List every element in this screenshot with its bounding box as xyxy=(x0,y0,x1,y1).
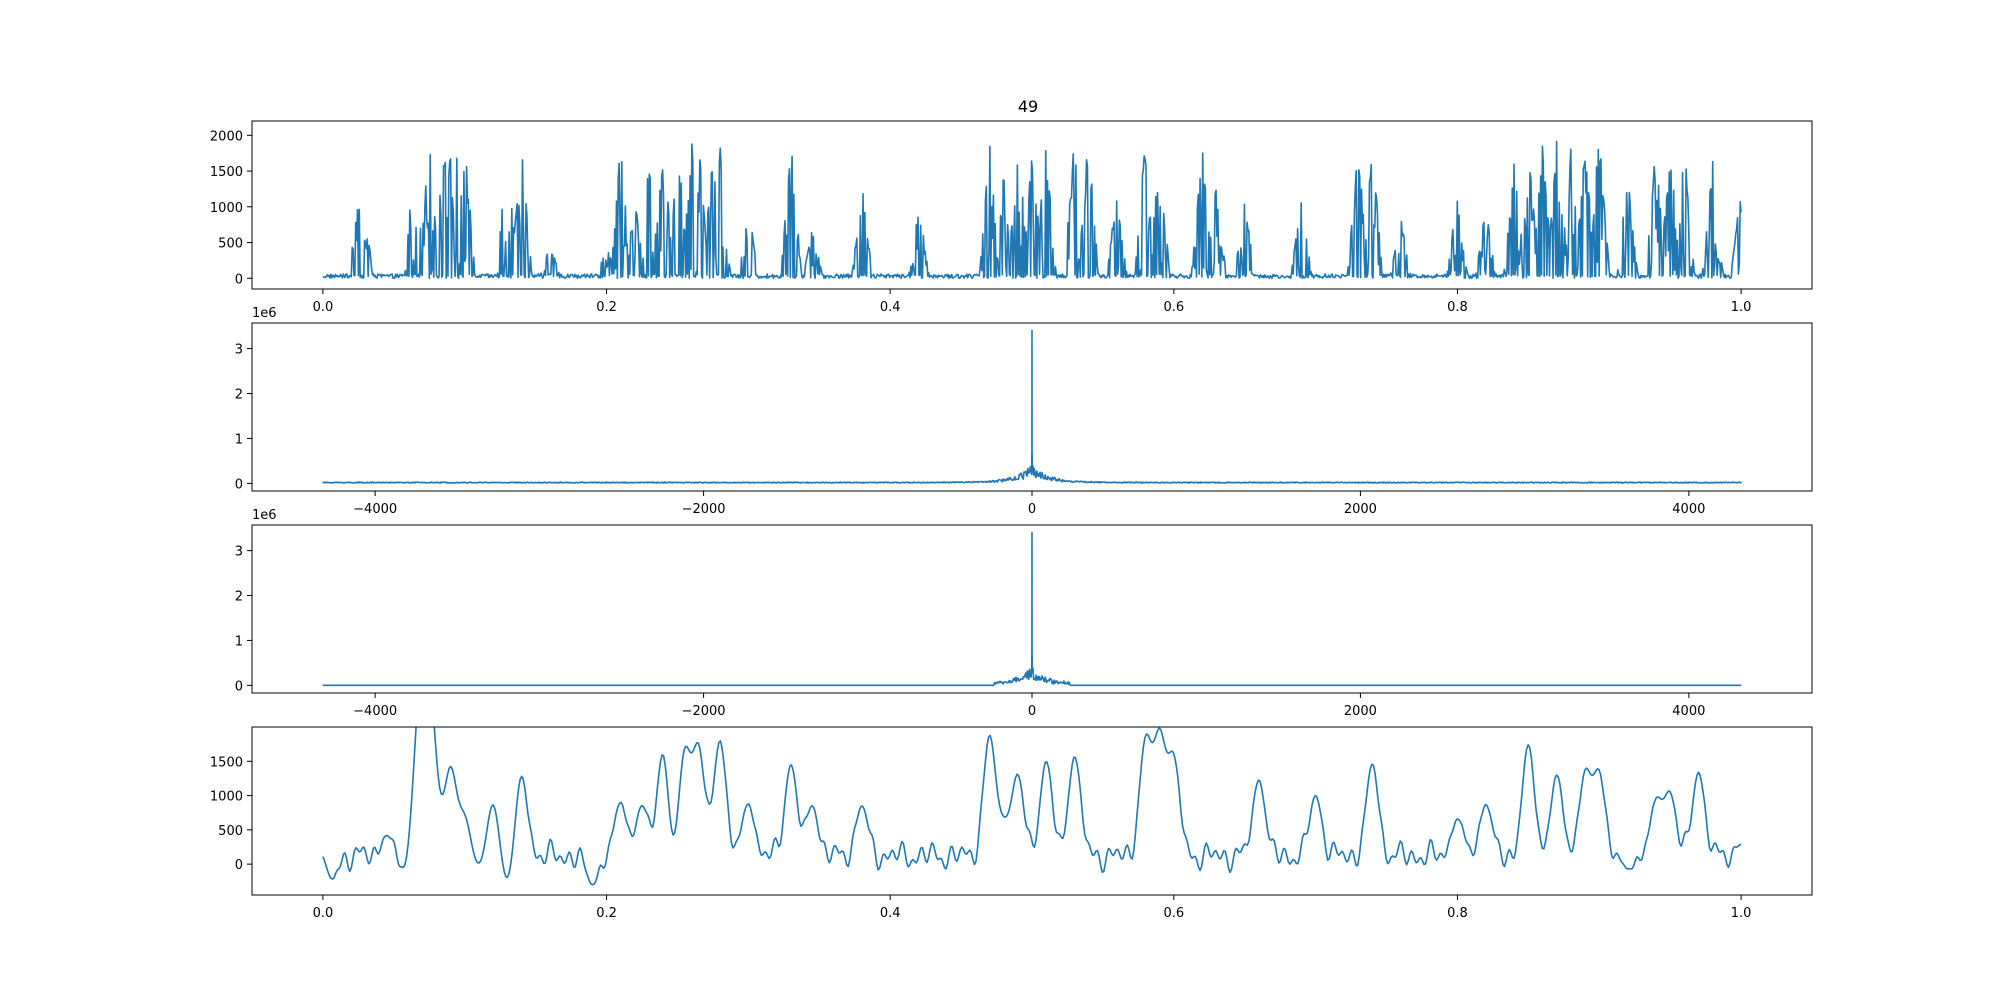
x-tick-label: −4000 xyxy=(353,502,397,517)
axes-frame xyxy=(251,726,1813,896)
y-tick-label: 0 xyxy=(235,477,243,492)
x-tick-label: 0.4 xyxy=(880,300,901,315)
y-tick-label: 1 xyxy=(235,432,243,447)
x-tick-label: 0.2 xyxy=(596,906,617,921)
y-offset-label: 1e6 xyxy=(252,508,277,523)
x-tick-label: 0.0 xyxy=(313,906,334,921)
y-tick-label: 1 xyxy=(235,634,243,649)
axes-frame xyxy=(251,120,1813,290)
y-tick-label: 1500 xyxy=(210,755,243,770)
x-tick-label: 0.0 xyxy=(313,300,334,315)
x-tick-label: 0 xyxy=(1028,502,1036,517)
subplot-1: 0.0 0.2 0.4 0.6 0.8 1.0 0 500 1000 1500 2000 xyxy=(210,120,1813,315)
subplot-grid: 0.0 0.2 0.4 0.6 0.8 1.00500100015002000−4000−… xyxy=(210,120,1813,921)
y-tick-label: 1000 xyxy=(210,201,243,216)
y-tick-label: 500 xyxy=(218,237,243,252)
y-offset-label: 1e6 xyxy=(252,306,277,321)
y-tick-label: 0 xyxy=(235,272,243,287)
x-tick-label: 4000 xyxy=(1672,502,1705,517)
y-tick-label: 1500 xyxy=(210,165,243,180)
x-tick-label: 1.0 xyxy=(1731,906,1752,921)
subplot-2: −4000 −2000 0 2000 4000 0 1 2 3 1e6 xyxy=(235,306,1813,517)
data-line-series xyxy=(322,727,1742,886)
x-tick-label: 4000 xyxy=(1672,704,1705,719)
x-tick-label: 0.8 xyxy=(1447,300,1468,315)
figure-title: 49 xyxy=(1018,97,1038,116)
y-tick-label: 500 xyxy=(218,824,243,839)
y-tick-label: 2000 xyxy=(210,129,243,144)
y-tick-label: 3 xyxy=(235,343,243,358)
subplot-4: 0.0 0.2 0.4 0.6 0.8 1.0 0 500 1000 1500 xyxy=(210,726,1813,921)
x-tick-label: 0.2 xyxy=(596,300,617,315)
y-tick-label: 2 xyxy=(235,590,243,605)
x-tick-label: −2000 xyxy=(682,502,726,517)
y-tick-label: 0 xyxy=(235,858,243,873)
data-line-series xyxy=(322,140,1742,280)
x-tick-label: −4000 xyxy=(353,704,397,719)
x-tick-label: 0.6 xyxy=(1163,300,1184,315)
x-tick-label: 0 xyxy=(1028,704,1036,719)
y-tick-label: 0 xyxy=(235,679,243,694)
data-line-series xyxy=(322,329,1742,484)
x-tick-label: 1.0 xyxy=(1731,300,1752,315)
x-tick-label: 2000 xyxy=(1344,704,1377,719)
x-tick-label: −2000 xyxy=(682,704,726,719)
subplot-3: −4000 −2000 0 2000 4000 0 1 2 3 1e6 xyxy=(235,508,1813,719)
y-tick-label: 2 xyxy=(235,388,243,403)
y-tick-label: 1000 xyxy=(210,790,243,805)
data-line-series xyxy=(322,531,1742,687)
x-tick-label: 2000 xyxy=(1344,502,1377,517)
y-tick-label: 3 xyxy=(235,545,243,560)
x-tick-label: 0.4 xyxy=(880,906,901,921)
x-tick-label: 0.6 xyxy=(1163,906,1184,921)
x-tick-label: 0.8 xyxy=(1447,906,1468,921)
